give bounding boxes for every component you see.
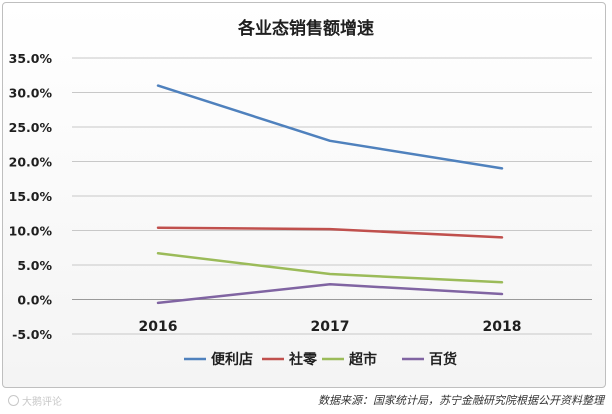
x-tick-label: 2018: [483, 319, 522, 335]
watermark: 大鹅评论: [8, 393, 62, 408]
y-tick-label: 15.0%: [9, 189, 53, 204]
legend-label: 超市: [348, 351, 377, 368]
watermark-text: 大鹅评论: [22, 397, 62, 408]
chart-frame: [2, 2, 606, 388]
y-tick-label: 25.0%: [9, 120, 53, 135]
y-tick-label: 5.0%: [17, 258, 52, 273]
x-tick-label: 2016: [139, 319, 178, 335]
series-line: [156, 283, 504, 305]
source-note: 数据来源：国家统计局，苏宁金融研究院根据公开资料整理: [318, 394, 604, 407]
y-tick-label: 0.0%: [17, 293, 52, 308]
x-tick-label: 2017: [311, 319, 350, 335]
line-chart: 各业态销售额增速 35.0% 30.0% 25.0% 20.0% 15.0% 10.0% 5.…: [9, 18, 592, 368]
chart-title: 各业态销售额增速: [237, 18, 374, 39]
legend-label: 百货: [429, 351, 457, 368]
y-tick-label: 35.0%: [9, 51, 53, 66]
y-tick-label: 20.0%: [9, 155, 53, 170]
y-tick-label: 10.0%: [9, 224, 53, 239]
y-tick-label: 30.0%: [9, 86, 53, 101]
series-line: [156, 226, 504, 239]
series-line: [156, 252, 504, 284]
watermark-logo-icon: [8, 395, 19, 406]
y-tick-label: -5.0%: [12, 327, 52, 342]
legend-label: 便利店: [211, 351, 253, 368]
series-line: [156, 84, 504, 170]
legend-label: 社零: [288, 351, 318, 368]
